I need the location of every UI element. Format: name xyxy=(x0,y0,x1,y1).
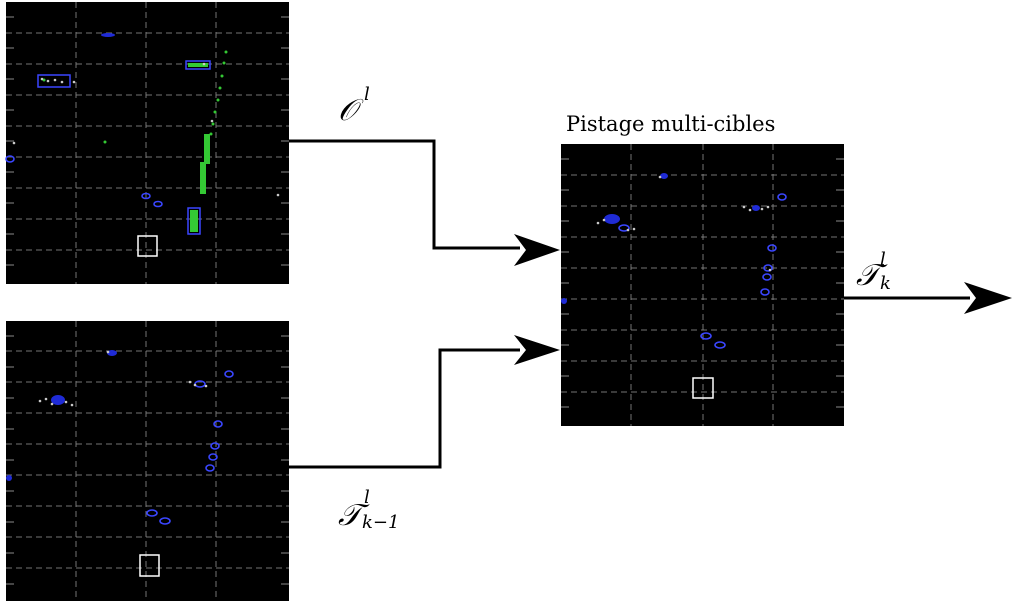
tracking-lidar-points xyxy=(596,175,772,272)
detection xyxy=(141,192,151,200)
track xyxy=(205,464,215,472)
previous-tracks-superscript: l xyxy=(364,487,370,508)
ego-vehicle-box xyxy=(139,554,160,577)
ego-vehicle-box xyxy=(137,235,158,257)
observation-lidar-points xyxy=(12,62,280,197)
detection xyxy=(153,200,163,208)
track xyxy=(762,273,772,281)
ego-vehicle-box xyxy=(692,377,714,399)
tracking-panel xyxy=(561,144,844,426)
track xyxy=(763,264,773,272)
track xyxy=(210,442,220,450)
obstacle-point-cloud xyxy=(42,50,228,232)
tracking-grid xyxy=(561,144,844,426)
track xyxy=(224,370,234,378)
observations-superscript: l xyxy=(364,84,370,105)
track xyxy=(777,193,787,201)
track xyxy=(561,298,567,304)
detection xyxy=(5,155,15,163)
track xyxy=(752,205,760,211)
output-connector xyxy=(844,282,1012,314)
previous-tracks-connector xyxy=(289,335,560,469)
arrowhead-icon xyxy=(514,335,560,365)
detection-box xyxy=(187,207,201,235)
track xyxy=(6,475,12,481)
track xyxy=(51,395,65,405)
output-tracks-superscript: l xyxy=(880,249,886,270)
track xyxy=(146,509,158,517)
observation-detections xyxy=(5,33,211,235)
arrowhead-icon xyxy=(514,234,560,266)
observations-symbol: 𝒪 xyxy=(338,93,364,128)
tracking-title: Pistage multi-cibles xyxy=(566,112,775,136)
previous-tracks-grid xyxy=(6,321,289,601)
track xyxy=(208,453,218,461)
track xyxy=(604,214,620,224)
output-tracks-label: 𝒯 l k xyxy=(856,249,891,294)
track xyxy=(618,224,630,232)
track xyxy=(107,350,117,356)
observation-panel-background xyxy=(6,2,289,284)
tracking-tracks xyxy=(561,173,787,349)
detection-box xyxy=(37,74,71,88)
track xyxy=(714,341,726,349)
previous-tracks-label: 𝒯 l k−1 xyxy=(338,487,399,533)
track xyxy=(760,288,770,296)
previous-tracks-subscript: k−1 xyxy=(362,512,399,533)
observation-connector xyxy=(289,139,560,266)
output-tracks-subscript: k xyxy=(880,273,891,294)
observation-panel xyxy=(5,2,289,284)
track xyxy=(660,173,668,179)
detection-box xyxy=(185,60,211,70)
detection xyxy=(101,33,115,37)
previous-lidar-points xyxy=(38,350,208,407)
track xyxy=(767,244,777,252)
observations-label: 𝒪 l xyxy=(338,84,370,128)
previous-tracks-panel-background xyxy=(6,321,289,601)
previous-tracks-panel xyxy=(6,321,289,601)
track xyxy=(159,517,171,525)
observation-grid xyxy=(6,2,289,284)
track xyxy=(700,332,712,340)
track xyxy=(213,420,223,428)
arrowhead-icon xyxy=(964,282,1012,314)
